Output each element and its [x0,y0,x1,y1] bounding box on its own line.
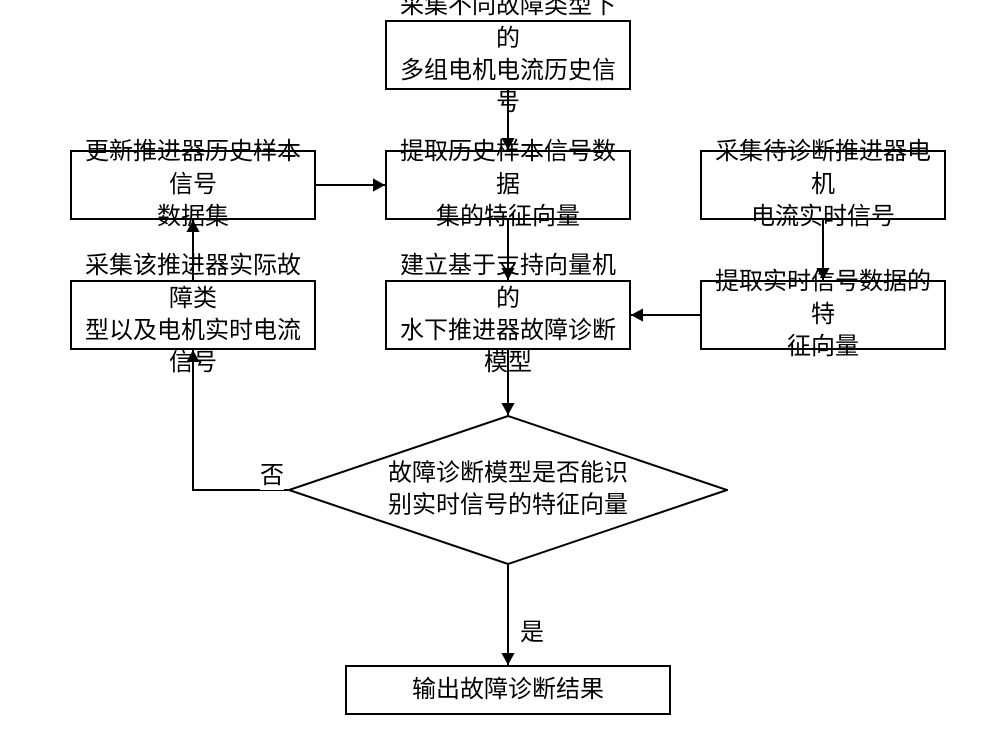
flowchart-canvas: 采集不同故障类型下的多组电机电流历史信号提取历史样本信号数据集的特征向量更新推进… [0,0,1000,743]
flow-node-n7: 提取实时信号数据的特征向量 [700,280,946,350]
flow-node-n6: 采集该推进器实际故障类型以及电机实时电流信号 [70,280,316,350]
flow-node-n8: 输出故障诊断结果 [345,665,671,715]
flow-node-n4: 采集待诊断推进器电机电流实时信号 [700,150,946,220]
flow-node-n3: 更新推进器历史样本信号数据集 [70,150,316,220]
flow-node-n2: 提取历史样本信号数据集的特征向量 [385,150,631,220]
edge-label: 是 [520,612,544,647]
flow-node-n5: 建立基于支持向量机的水下推进器故障诊断模型 [385,280,631,350]
flow-node-n1: 采集不同故障类型下的多组电机电流历史信号 [385,20,631,90]
flow-decision-d1: 故障诊断模型是否能识 别实时信号的特征向量 [288,415,728,565]
edge-label: 否 [260,455,284,490]
